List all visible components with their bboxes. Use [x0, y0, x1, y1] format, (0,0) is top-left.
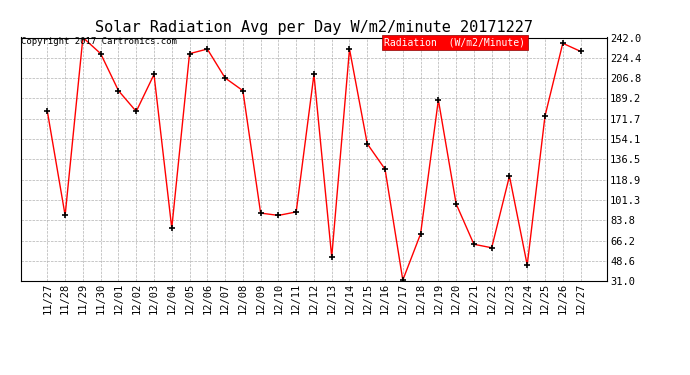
- Title: Solar Radiation Avg per Day W/m2/minute 20171227: Solar Radiation Avg per Day W/m2/minute …: [95, 20, 533, 35]
- Text: Radiation  (W/m2/Minute): Radiation (W/m2/Minute): [384, 38, 525, 48]
- Text: Copyright 2017 Cartronics.com: Copyright 2017 Cartronics.com: [21, 38, 177, 46]
